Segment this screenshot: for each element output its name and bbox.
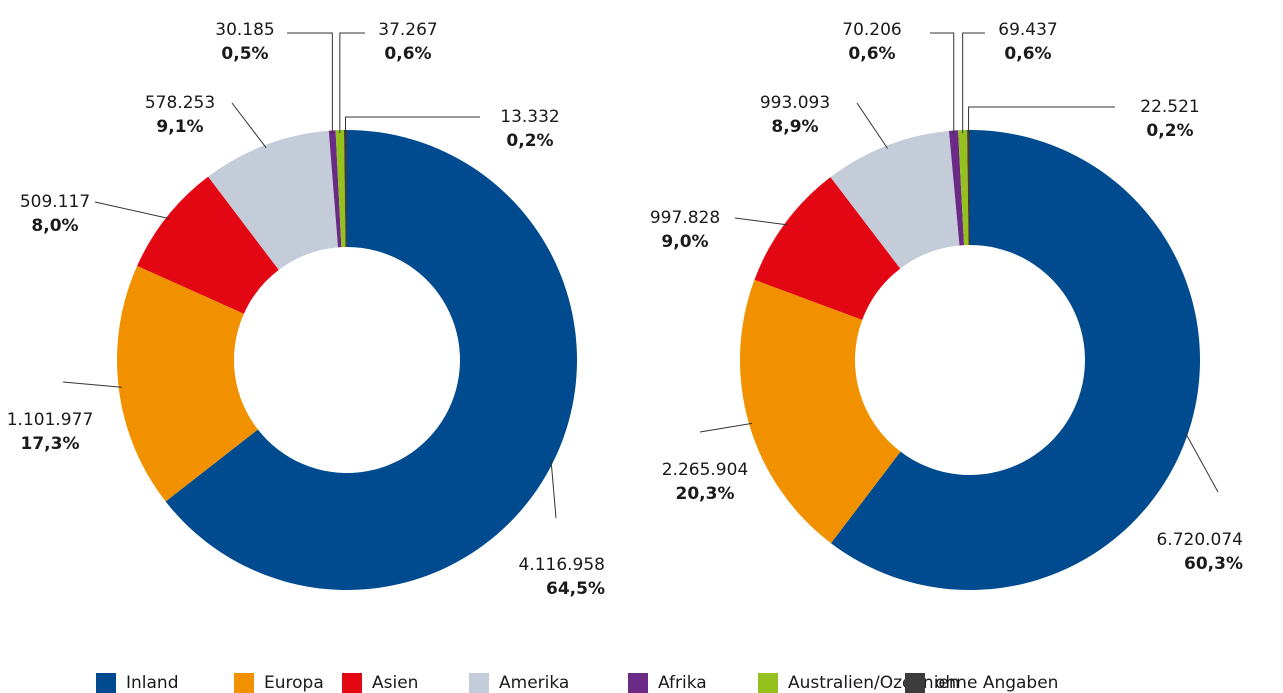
value-label: 22.521 [1140,97,1199,117]
value-label: 578.253 [145,93,215,113]
percent-label: 20,3% [676,484,735,504]
donut-slice [343,130,347,248]
leader-line [734,217,788,226]
donut-slice [116,265,258,502]
legend-label: Afrika [658,673,707,693]
legend-label: Amerika [499,673,569,693]
leader-line [345,116,480,134]
leader-line [550,459,557,519]
leader-line [339,32,365,134]
leader-line [699,422,753,433]
donut-slice [335,130,346,248]
donut-slice [830,130,1201,590]
value-label: 993.093 [760,93,830,113]
leader-line [94,201,170,220]
legend-swatch [96,673,116,693]
legend-swatch [342,673,362,693]
percent-label: 60,3% [1184,554,1243,574]
leader-line [287,32,333,134]
legend-label: Europa [264,673,324,693]
donut-slice [958,130,969,246]
percent-label: 64,5% [546,579,605,599]
leader-line [856,102,888,149]
donut-slice [165,130,578,590]
value-label: 997.828 [650,208,720,228]
percent-label: 0,6% [1004,44,1051,64]
percent-label: 8,9% [771,117,818,137]
percent-label: 0,2% [1146,121,1193,141]
value-label: 70.206 [842,20,901,40]
legend-swatch [469,673,489,693]
percent-label: 9,0% [661,232,708,252]
legend-label: Asien [372,673,418,693]
value-label: 1.101.977 [7,410,94,430]
legend-swatch [905,673,925,693]
value-label: 30.185 [215,20,274,40]
legend-label: Australien/Ozeanien [788,673,960,693]
legend-swatch [628,673,648,693]
percent-label: 8,0% [31,216,78,236]
legend-swatch [234,673,254,693]
percent-label: 0,5% [221,44,268,64]
value-label: 509.117 [20,192,90,212]
value-label: 69.437 [998,20,1057,40]
leader-line [968,106,1115,134]
leader-line [1184,432,1219,493]
leader-line [62,381,122,388]
donut-slice [208,130,339,270]
percent-label: 0,2% [506,131,553,151]
legend-label: Inland [126,673,179,693]
donut-slice [948,130,965,246]
percent-label: 9,1% [156,117,203,137]
donut-slice [830,130,960,269]
leader-line [231,102,267,149]
leader-line [962,32,985,134]
value-label: 6.720.074 [1156,530,1243,550]
donut-slice [754,177,901,320]
legend-label: ohne Angaben [935,673,1058,693]
value-label: 2.265.904 [662,460,749,480]
donut-slice [137,176,279,314]
percent-label: 0,6% [848,44,895,64]
percent-label: 0,6% [384,44,431,64]
legend-swatch [758,673,778,693]
donut-slice [740,279,901,544]
donut-slice [967,130,970,246]
percent-label: 17,3% [21,434,80,454]
donut-slice [328,130,342,248]
leader-line [930,32,955,134]
value-label: 4.116.958 [518,555,605,575]
value-label: 13.332 [500,107,559,127]
value-label: 37.267 [378,20,437,40]
